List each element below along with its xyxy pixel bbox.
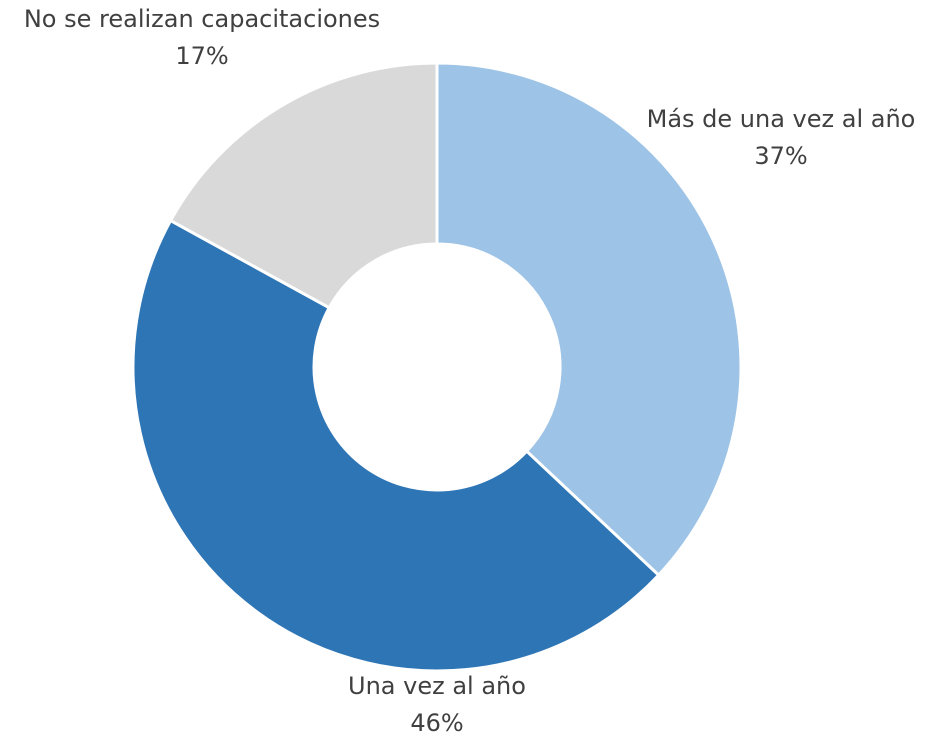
slice-label: Más de una vez al año [647,105,916,133]
donut-slice [131,218,661,673]
slice-label: No se realizan capacitaciones [24,5,380,33]
slice-value-label: 46% [410,709,463,732]
slice-value-label: 37% [754,142,807,170]
donut-slice [168,61,439,310]
slice-value-label: 17% [175,42,228,70]
donut-slice [435,61,743,578]
slice-label: Una vez al año [348,672,526,700]
